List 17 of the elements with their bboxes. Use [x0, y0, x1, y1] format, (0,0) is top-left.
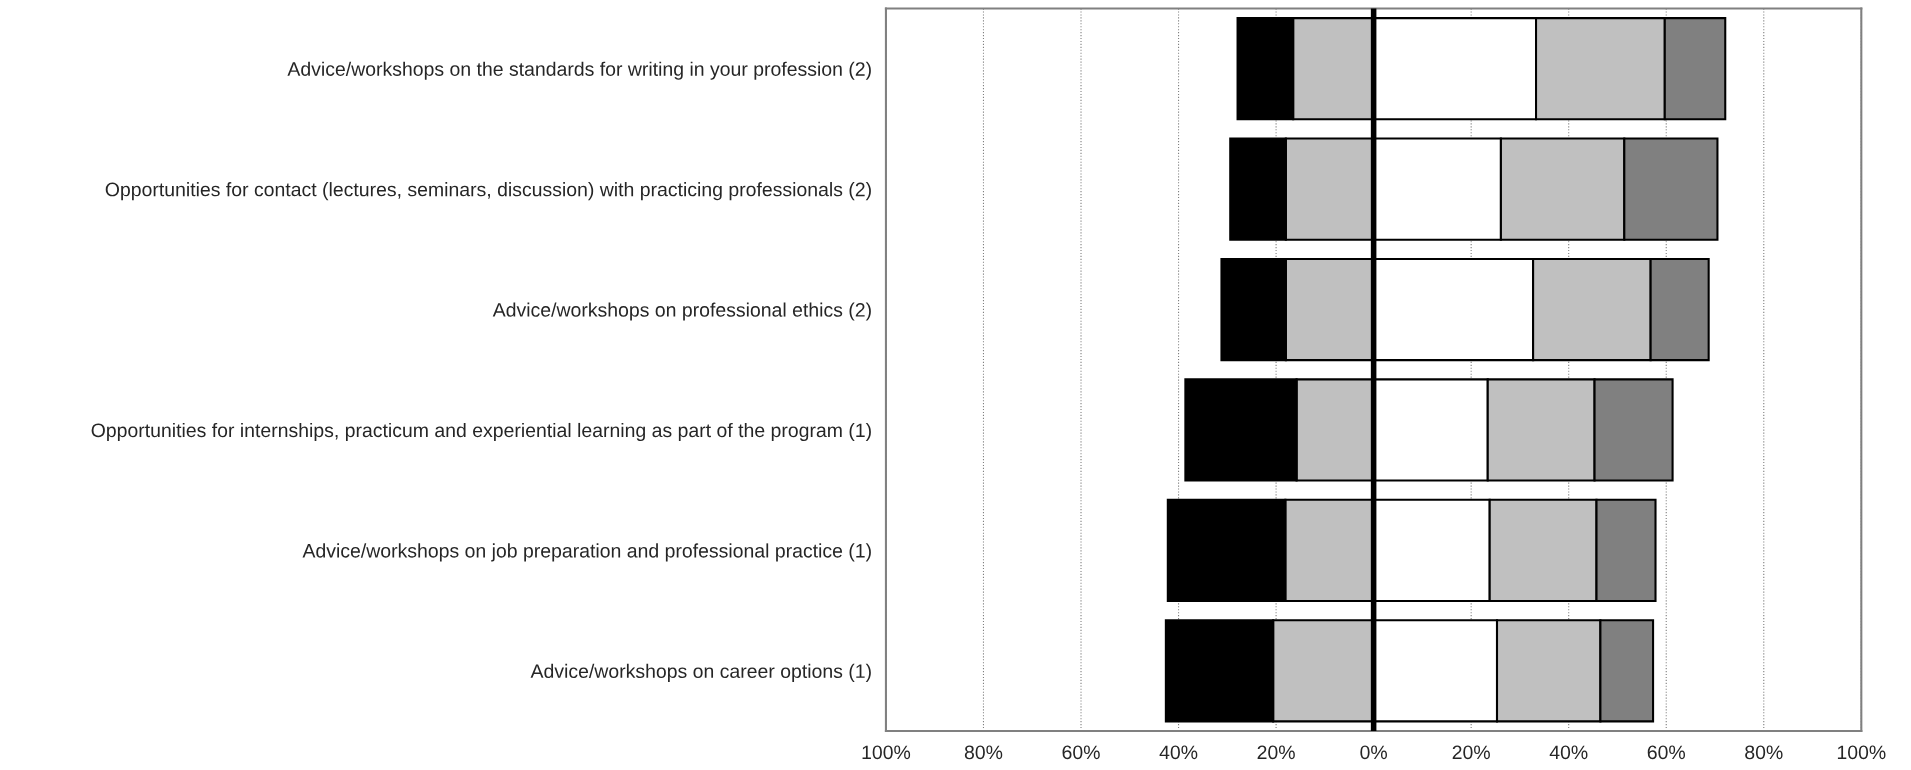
x-tick-label: 80%: [964, 745, 1003, 760]
y-tick-label: Advice/workshops on the standards for writing in your profession (2): [287, 61, 871, 80]
y-tick-label: Opportunities for internships, practicum and experiential learning as part of the program (1): [91, 422, 871, 442]
x-tick-label: 20%: [1452, 745, 1490, 760]
y-tick-label: Advice/workshops on job preparation and professional practice (1): [302, 543, 871, 562]
y-tick-label: Advice/workshops on career options (1): [530, 663, 871, 682]
x-tick-label: 0%: [1360, 745, 1387, 760]
x-tick-label: 80%: [1745, 745, 1783, 760]
y-tick-label: Advice/workshops on professional ethics (2): [492, 302, 871, 321]
x-tick-label: 40%: [1549, 745, 1588, 760]
x-tick-label: 100%: [862, 745, 911, 760]
x-tick-label: 60%: [1647, 745, 1686, 760]
y-tick-label: Opportunities for contact (lectures, seminars, discussion) with practicing professionals (2): [105, 182, 871, 201]
x-tick-label: 40%: [1159, 745, 1198, 760]
x-tick-label: 60%: [1062, 745, 1100, 760]
x-tick-label: 100%: [1837, 745, 1886, 760]
x-tick-label: 20%: [1257, 745, 1295, 760]
